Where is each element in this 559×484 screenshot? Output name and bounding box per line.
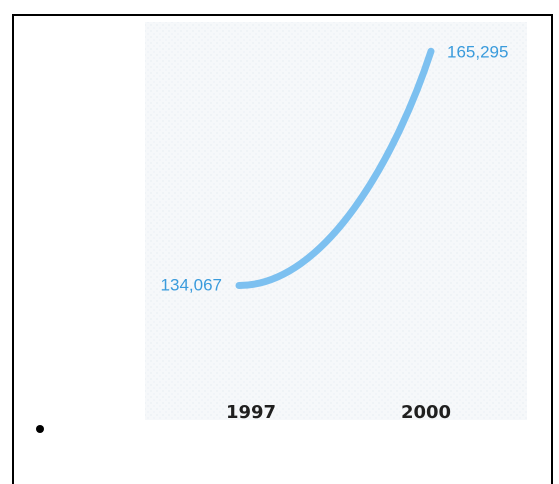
series-line [235,47,435,289]
data-label-2000: 165,295 [447,42,508,61]
x-tick-label-2000: 2000 [401,402,451,423]
data-label-1997: 134,067 [161,275,222,294]
data-point-1997 [236,282,242,289]
data-point-2000 [428,48,434,55]
x-tick-label-1997: 1997 [226,402,276,423]
plot-panel [145,22,527,420]
list-bullet [36,425,44,433]
